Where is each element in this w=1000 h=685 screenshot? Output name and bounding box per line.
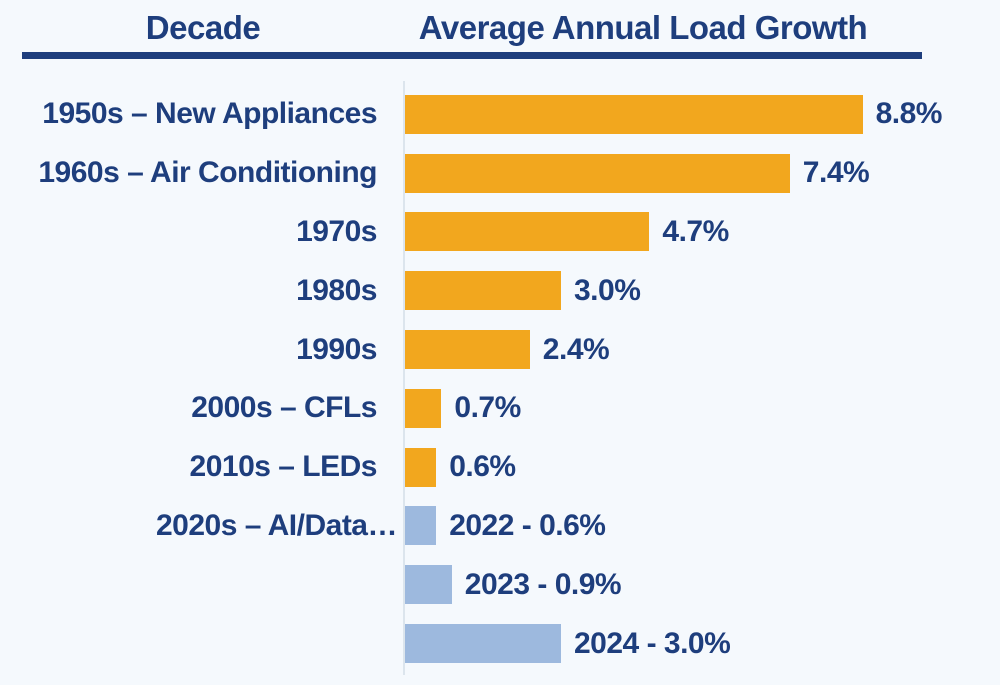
bar-area: 0.7% (405, 388, 1000, 428)
chart-row: 2010s – LEDs 0.6% (0, 438, 1000, 497)
bar-area: 4.7% (405, 212, 1000, 252)
axis-baseline (403, 81, 405, 675)
chart-rows: 1950s – New Appliances 8.8% 1960s – Air … (0, 85, 1000, 673)
decade-label: 1970s (296, 214, 377, 248)
bar-area: 2.4% (405, 330, 1000, 370)
chart-row: 1970s 4.7% (0, 203, 1000, 262)
bar (405, 330, 530, 370)
bar (405, 388, 442, 428)
decade-label: 2020s – AI/Data… (155, 508, 398, 542)
bar (405, 624, 561, 664)
bar-area: 3.0% (405, 271, 1000, 311)
chart-row: 2020s – AI/Data… 2022 - 0.6% (0, 497, 1000, 556)
value-label: 7.4% (802, 156, 870, 190)
bar-area: 2023 - 0.9% (405, 565, 1000, 605)
bar-area: 2024 - 3.0% (405, 624, 1000, 664)
decade-label: 1990s (296, 332, 377, 366)
bar-area: 0.6% (405, 447, 1000, 487)
value-label: 3.0% (574, 273, 641, 307)
value-label: 4.7% (662, 214, 729, 248)
bar (405, 447, 437, 487)
value-label: 2023 - 0.9% (464, 567, 622, 601)
value-label: 2024 - 3.0% (574, 626, 731, 660)
chart-row: 1960s – Air Conditioning 7.4% (0, 144, 1000, 203)
value-label: 0.7% (454, 391, 521, 425)
chart-header: Decade Average Annual Load Growth (0, 0, 1000, 44)
bar (405, 153, 790, 193)
value-label: 8.8% (875, 97, 943, 131)
bar (405, 212, 650, 252)
bar (405, 565, 452, 605)
chart-row: 1990s 2.4% (0, 320, 1000, 379)
bar-area: 8.8% (405, 94, 1000, 134)
decade-label: 2000s – CFLs (191, 391, 377, 425)
decade-label: 1960s – Air Conditioning (38, 156, 377, 190)
bar (405, 271, 561, 311)
value-label: 2022 - 0.6% (449, 508, 606, 542)
chart-row: 2000s – CFLs 0.7% (0, 379, 1000, 438)
bar (405, 94, 863, 134)
bar (405, 506, 437, 546)
chart-row: 2023 - 0.9% (0, 555, 1000, 614)
bar-area: 7.4% (405, 153, 1000, 193)
decade-label: 1950s – New Appliances (42, 97, 377, 131)
decade-column-header: Decade (145, 9, 261, 46)
header-underline (22, 52, 922, 59)
value-label: 2.4% (542, 332, 610, 366)
load-growth-column-header: Average Annual Load Growth (418, 9, 868, 46)
value-label: 0.6% (449, 450, 516, 484)
chart-row: 2024 - 3.0% (0, 614, 1000, 673)
chart-row: 1950s – New Appliances 8.8% (0, 85, 1000, 144)
decade-label: 2010s – LEDs (189, 450, 378, 484)
decade-label: 1980s (296, 273, 377, 307)
bar-area: 2022 - 0.6% (405, 506, 1000, 546)
chart-row: 1980s 3.0% (0, 261, 1000, 320)
bar-chart: 1950s – New Appliances 8.8% 1960s – Air … (0, 81, 1000, 675)
